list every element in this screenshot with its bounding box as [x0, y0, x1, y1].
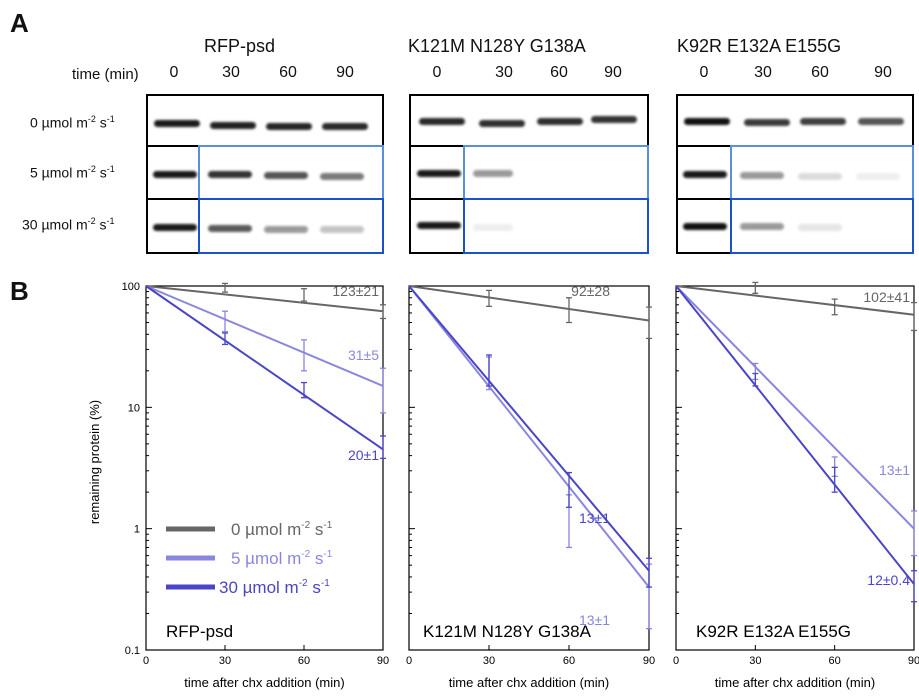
x-tick-label: 60: [298, 655, 310, 667]
fit-line: [675, 285, 915, 316]
rate-label: 13±1: [579, 612, 610, 628]
construct-title-2: K121M N128Y G138A: [408, 36, 586, 56]
fit-line: [408, 285, 650, 322]
legend-label-0: 0 µmol m-2 s-1: [231, 520, 333, 539]
condition-label-5: 5 µmol m-2 s-1: [30, 164, 115, 181]
condition-label-0: 0 µmol m-2 s-1: [30, 114, 115, 131]
blot-k92r-30: [730, 198, 914, 254]
rate-label: 102±41: [863, 289, 910, 305]
timepoint-label: 0: [169, 64, 179, 81]
panel-a-letter: A: [10, 8, 29, 38]
y-axis-label: remaining protein (%): [87, 400, 102, 524]
timepoint-label: 90: [604, 64, 622, 81]
rate-label: 123±21: [332, 283, 379, 299]
condition-label-30: 30 µmol m-2 s-1: [22, 216, 115, 233]
timepoint-label: 30: [222, 64, 240, 81]
blot-k92r-0: [676, 94, 914, 150]
construct-title-1: RFP-psd: [204, 36, 276, 56]
x-tick-label: 30: [749, 655, 761, 667]
blot-k121m-5: [463, 145, 649, 200]
fit-line: [408, 285, 650, 588]
rate-label: 31±5: [348, 347, 379, 363]
timepoint-label: 60: [279, 64, 297, 81]
x-tick-label: 90: [908, 655, 919, 667]
plot-frame: [675, 285, 915, 651]
x-axis-label: time after chx addition (min): [184, 675, 344, 690]
legend: 0 µmol m-2 s-1 5 µmol m-2 s-1 30 µmol m-…: [166, 520, 333, 597]
x-tick-label: 30: [483, 655, 495, 667]
blot-rfp-psd-5: [198, 145, 384, 200]
blot-rfp-psd-30: [198, 198, 384, 254]
fit-line: [145, 285, 384, 451]
blot-k121m-30: [463, 198, 649, 254]
timepoint-label: 0: [699, 64, 709, 81]
timepoint-label: 60: [811, 64, 829, 81]
fit-line: [145, 285, 384, 313]
legend-label-30: 30 µmol m-2 s-1: [219, 578, 330, 597]
timepoint-label: 90: [336, 64, 354, 81]
time-label: time (min): [72, 66, 139, 83]
rate-label: 13±1: [579, 510, 610, 526]
rate-label: 12±0.4: [867, 572, 910, 588]
plot-title: K121M N128Y G138A: [423, 622, 592, 641]
rate-label: 20±1: [348, 447, 379, 463]
y-tick-label: 1: [134, 524, 140, 536]
timepoint-label: 30: [495, 64, 513, 81]
x-tick-label: 60: [563, 655, 575, 667]
timepoint-label: 90: [874, 64, 892, 81]
plot-title: K92R E132A E155G: [696, 622, 851, 641]
x-tick-label: 30: [219, 655, 231, 667]
x-tick-label: 0: [673, 655, 679, 667]
x-axis-label: time after chx addition (min): [449, 675, 609, 690]
fit-line: [145, 285, 384, 387]
x-tick-label: 90: [643, 655, 655, 667]
x-tick-label: 60: [829, 655, 841, 667]
y-tick-label: 0.1: [125, 645, 140, 657]
timepoint-label: 0: [432, 64, 442, 81]
y-tick-label: 10: [128, 402, 140, 414]
timepoint-label: 30: [754, 64, 772, 81]
x-tick-label: 0: [406, 655, 412, 667]
x-axis-label: time after chx addition (min): [715, 675, 875, 690]
panel-b-letter: B: [10, 276, 29, 306]
construct-title-3: K92R E132A E155G: [677, 36, 842, 56]
plot-frame: [145, 285, 384, 651]
fit-line: [675, 285, 915, 530]
blot-rfp-psd-30-t0: [146, 198, 202, 254]
blot-k121m-0: [409, 94, 649, 150]
legend-label-5: 5 µmol m-2 s-1: [231, 549, 333, 568]
plot-title: RFP-psd: [166, 622, 233, 641]
rate-label: 92±28: [571, 283, 610, 299]
y-tick-label: 100: [122, 281, 140, 293]
fit-line: [675, 285, 915, 585]
fit-line: [408, 285, 650, 572]
x-tick-label: 0: [143, 655, 149, 667]
plot-frame: [408, 285, 650, 651]
timepoint-label: 60: [550, 64, 568, 81]
x-tick-label: 90: [377, 655, 389, 667]
rate-label: 13±1: [879, 462, 910, 478]
